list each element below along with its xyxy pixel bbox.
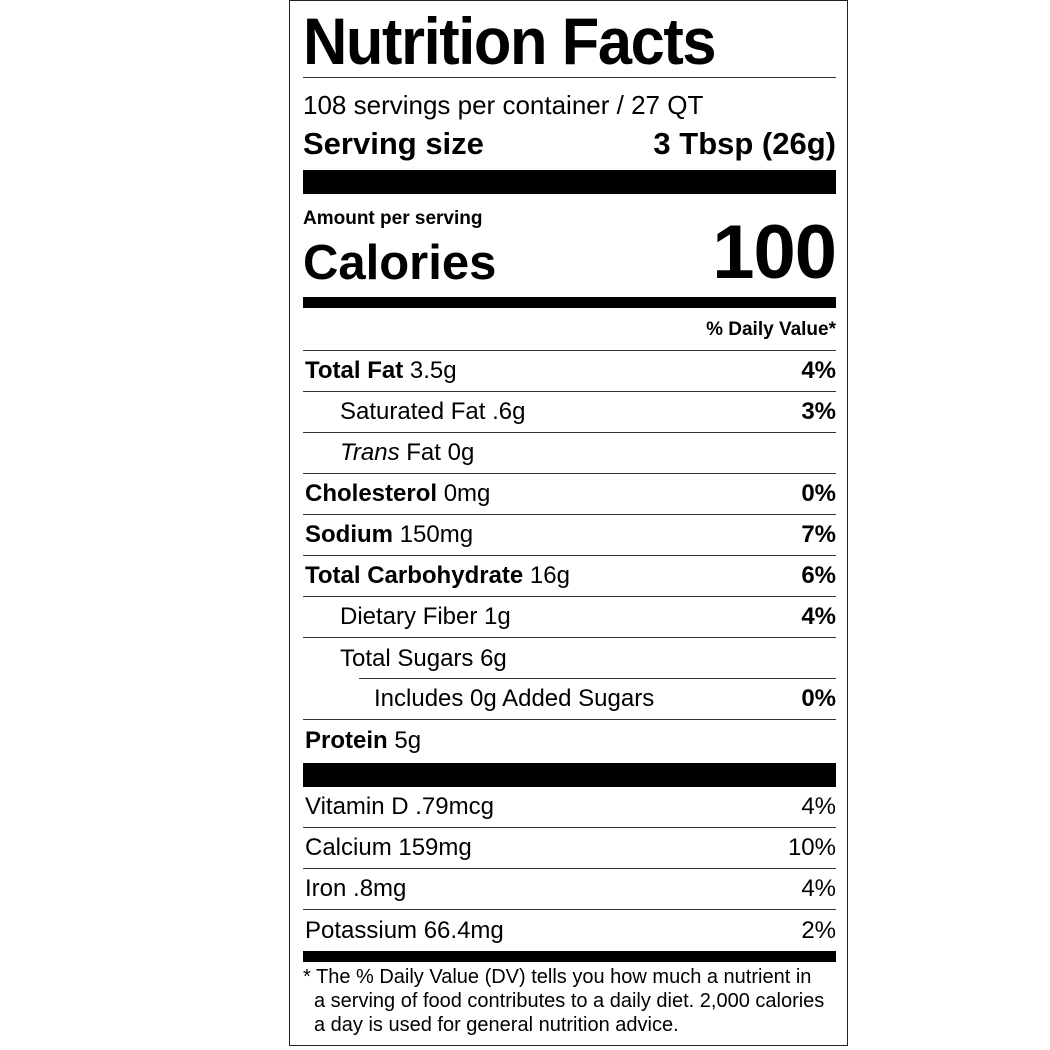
medium-divider: [303, 951, 836, 962]
nutrient-amount: 16g: [529, 562, 570, 589]
servings-per-container: 108 servings per container / 27 QT: [303, 90, 704, 120]
nutrient-row-protein: Protein 5g: [303, 720, 836, 761]
nutrient-dv: 0%: [801, 685, 836, 712]
nutrient-row-dietary-fiber: Dietary Fiber 1g 4%: [303, 597, 836, 638]
nutrient-dv: 4%: [801, 357, 836, 384]
nutrient-amount: 0g: [447, 439, 475, 466]
calories-value: 100: [712, 210, 837, 295]
nutrient-amount: 1g: [484, 603, 511, 630]
divider: [303, 77, 836, 78]
vitamin-list: Vitamin D .79mcg 4% Calcium 159mg 10% Iron…: [303, 787, 836, 951]
calories-row: Calories 100: [303, 210, 837, 295]
vitamin-row-calcium: Calcium 159mg 10%: [303, 828, 836, 869]
nutrient-name-italic: Trans: [340, 439, 400, 466]
footnote-line: a day is used for general nutrition advi…: [314, 1014, 679, 1036]
vitamin-name: Potassium 66.4mg: [305, 916, 504, 944]
nutrient-dv: 3%: [801, 398, 836, 425]
nutrient-name: Includes 0g Added Sugars: [374, 685, 655, 712]
footnote-line: * The % Daily Value (DV) tells you how m…: [303, 966, 812, 988]
vitamin-dv: 4%: [801, 875, 836, 902]
vitamin-name: Vitamin D .79mcg: [305, 793, 494, 820]
vitamin-name: Iron .8mg: [305, 875, 407, 902]
vitamin-dv: 2%: [801, 916, 836, 944]
nutrient-row-cholesterol: Cholesterol 0mg 0%: [303, 474, 836, 515]
nutrient-dv: 6%: [801, 562, 836, 589]
nutrient-row-total-fat: Total Fat 3.5g 4%: [303, 351, 836, 392]
thick-divider: [303, 763, 836, 787]
vitamin-row-iron: Iron .8mg 4%: [303, 869, 836, 910]
serving-size-value: 3 Tbsp (26g): [653, 126, 836, 161]
nutrient-amount: 0mg: [443, 480, 491, 507]
nutrient-row-added-sugars: Includes 0g Added Sugars 0%: [303, 679, 836, 720]
nutrient-name: Dietary Fiber: [340, 603, 478, 630]
amount-per-serving: Amount per serving: [303, 208, 483, 229]
label-title: Nutrition Facts: [303, 4, 717, 78]
vitamin-row-vitamin-d: Vitamin D .79mcg 4%: [303, 787, 836, 828]
nutrient-row-trans-fat: Trans Fat 0g: [303, 433, 836, 474]
nutrition-facts-label: Nutrition Facts 108 servings per contain…: [289, 0, 848, 1046]
nutrient-name: Protein: [305, 726, 388, 754]
nutrient-row-saturated-fat: Saturated Fat .6g 3%: [303, 392, 836, 433]
footnote: * The % Daily Value (DV) tells you how m…: [303, 965, 836, 1037]
nutrient-name: Total Sugars: [340, 644, 474, 672]
nutrient-amount: .6g: [492, 398, 526, 425]
vitamin-row-potassium: Potassium 66.4mg 2%: [303, 910, 836, 951]
nutrient-name: Total Fat: [305, 357, 404, 384]
nutrient-row-total-carbohydrate: Total Carbohydrate 16g 6%: [303, 556, 836, 597]
thick-divider: [303, 170, 836, 194]
divider: [303, 350, 836, 351]
nutrient-list: Total Fat 3.5g 4% Saturated Fat .6g 3% Tra…: [303, 351, 836, 761]
calories-label: Calories: [303, 236, 497, 290]
medium-divider: [303, 297, 836, 308]
daily-value-header: % Daily Value*: [706, 319, 836, 340]
nutrient-dv: 4%: [801, 603, 836, 630]
vitamin-dv: 10%: [787, 834, 836, 861]
nutrient-name: Sodium: [305, 521, 393, 548]
nutrient-row-total-sugars: Total Sugars 6g: [303, 638, 836, 679]
nutrient-amount: 150mg: [399, 521, 474, 548]
nutrient-name: Fat: [406, 439, 441, 466]
serving-size-label: Serving size: [303, 126, 484, 161]
nutrient-amount: 3.5g: [409, 357, 457, 384]
nutrient-dv: 7%: [801, 521, 836, 548]
serving-size: Serving size 3 Tbsp (26g): [303, 125, 836, 163]
nutrient-dv: 0%: [801, 480, 836, 507]
nutrient-row-sodium: Sodium 150mg 7%: [303, 515, 836, 556]
vitamin-dv: 4%: [801, 793, 836, 820]
vitamin-name: Calcium 159mg: [305, 834, 472, 861]
footnote-line: a serving of food contributes to a daily…: [314, 990, 825, 1012]
nutrient-name: Total Carbohydrate: [305, 562, 524, 589]
nutrient-name: Cholesterol: [305, 480, 438, 507]
nutrient-amount: 5g: [394, 726, 422, 754]
nutrient-amount: 6g: [480, 644, 507, 672]
divider: [359, 678, 836, 679]
nutrient-name: Saturated Fat: [340, 398, 486, 425]
